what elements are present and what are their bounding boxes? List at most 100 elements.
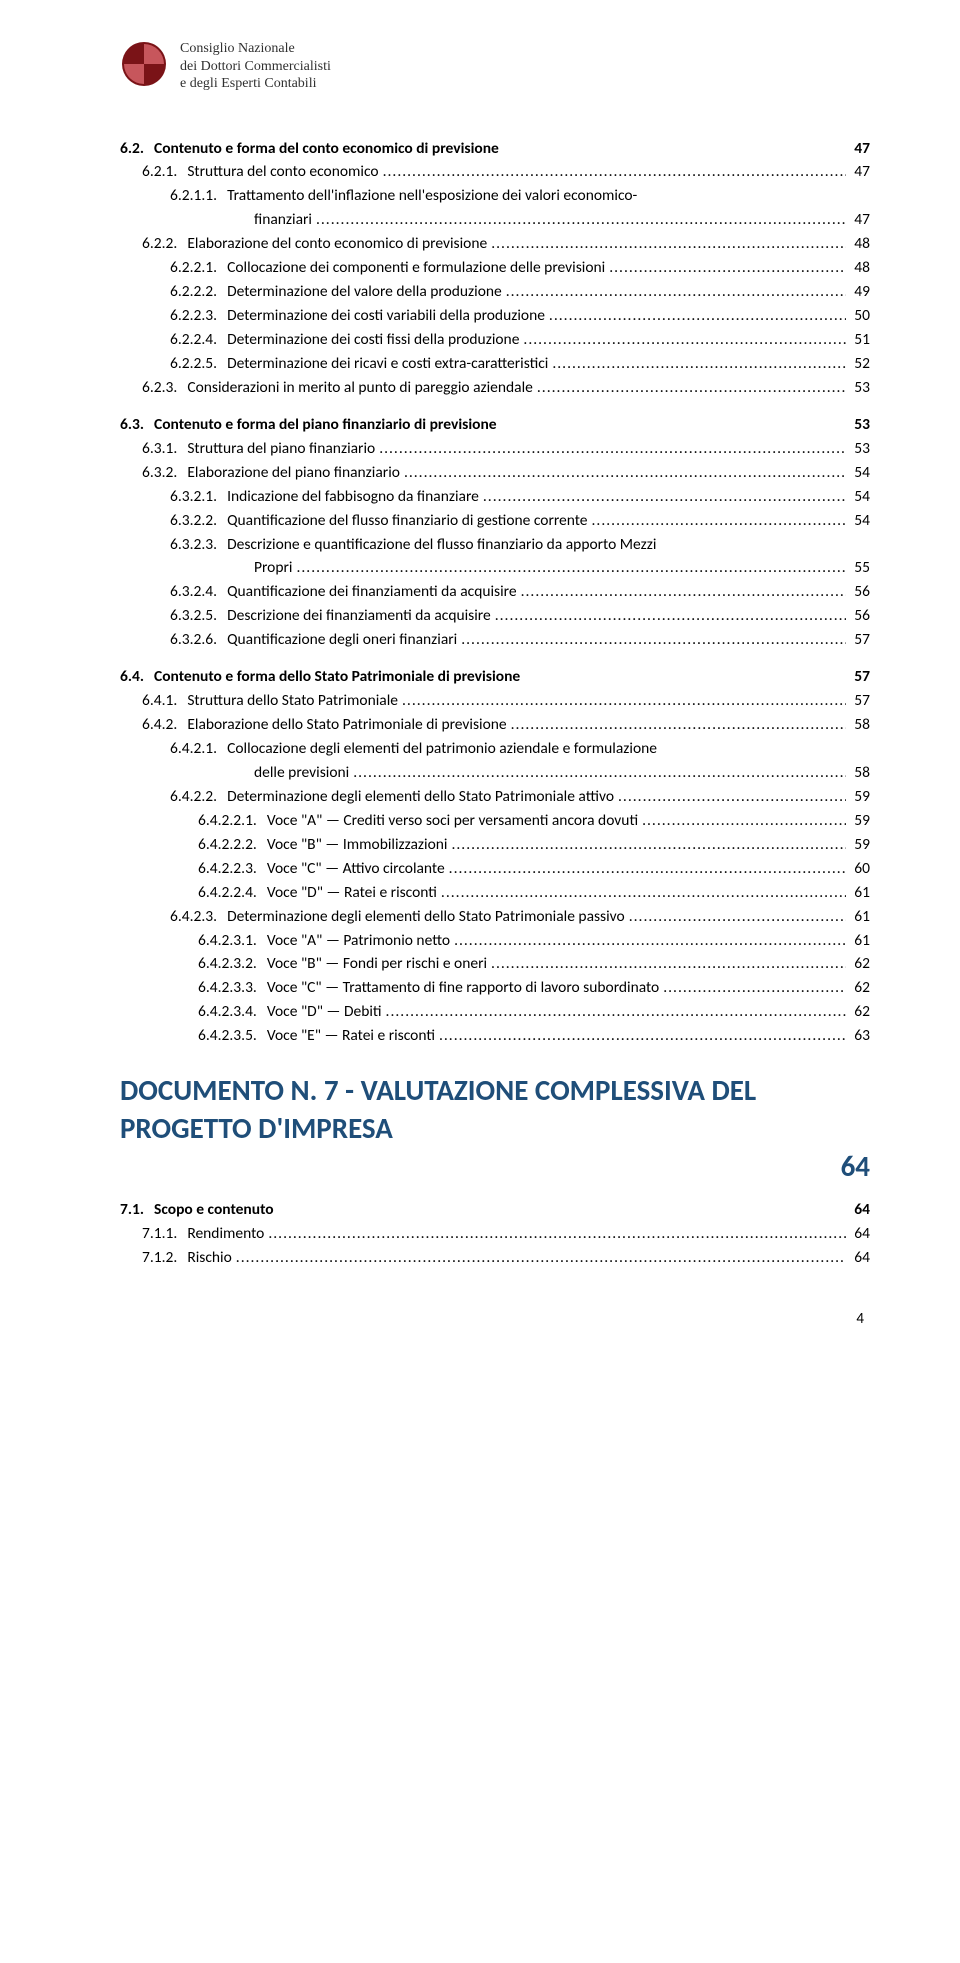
org-name: Consiglio Nazionale dei Dottori Commerci… [180,40,331,93]
toc-label: delle previsioni [254,762,349,785]
toc-leader [437,882,846,905]
toc-entry: 6.3.2.5.Descrizione dei finanziamenti da… [120,605,870,628]
toc-entry: 6.4.2.2.2.Voce "B" — Immobilizzazioni 59 [120,834,870,857]
toc-entry: 6.4.2.3.5.Voce "E" — Ratei e risconti63 [120,1025,870,1048]
toc-page: 51 [846,329,870,352]
toc-number: 6.4.2.3.2. [198,953,267,976]
toc-leader [379,161,846,184]
toc-page: 61 [846,906,870,929]
toc-entry: 6.4.2.2.4.Voce "D" — Ratei e risconti61 [120,882,870,905]
toc-page: 57 [846,629,870,652]
toc-page: 64 [846,1247,870,1270]
toc-entry-continuation: Propri55 [120,557,870,580]
toc-entry: 6.2.2.5.Determinazione dei ricavi e cost… [120,353,870,376]
toc-page: 53 [846,414,870,437]
toc-label: Struttura del piano finanziario [187,438,375,461]
toc-page: 62 [846,953,870,976]
page-number: 4 [120,1310,870,1328]
toc-page: 61 [846,882,870,905]
toc-label: Contenuto e forma del conto economico di… [154,138,499,161]
toc-number: 6.2.2.3. [170,305,227,328]
toc-label: Rischio [187,1247,231,1270]
toc-label: Scopo e contenuto [154,1199,274,1222]
toc-label: Collocazione degli elementi del patrimon… [227,738,870,761]
toc-label: Voce "A" — Patrimonio netto [267,930,450,953]
toc-label: Contenuto e forma del piano finanziario … [154,414,497,437]
toc-number: 6.4.2.1. [170,738,227,761]
toc-number: 6.2.2. [142,233,187,256]
section-heading: DOCUMENTO N. 7 - VALUTAZIONE COMPLESSIVA… [120,1072,870,1185]
toc-entry: 6.2.2.Elaborazione del conto economico d… [120,233,870,256]
toc-entry: 6.3.1.Struttura del piano finanziario53 [120,438,870,461]
toc-number: 6.4.2.2.2. [198,834,267,857]
toc-entry: 6.3.2.1.Indicazione del fabbisogno da fi… [120,486,870,509]
document-page: Consiglio Nazionale dei Dottori Commerci… [0,0,960,1358]
toc-number: 6.3.2.3. [170,534,227,557]
toc-leader [435,1025,846,1048]
toc-leader [533,377,846,400]
toc-entry: 6.4.2.2.3.Voce "C" — Attivo circolante60 [120,858,870,881]
toc-page: 57 [846,690,870,713]
toc-entry: 6.4.Contenuto e forma dello Stato Patrim… [120,666,870,689]
header-bar: Consiglio Nazionale dei Dottori Commerci… [120,40,870,93]
toc-leader [400,462,846,485]
toc-leader [349,762,846,785]
toc-label: finanziari [254,209,312,232]
toc-page: 53 [846,377,870,400]
toc-page: 59 [846,834,870,857]
toc-page: 54 [846,510,870,533]
toc-entry: 6.4.1.Struttura dello Stato Patrimoniale… [120,690,870,713]
toc-entry: 6.2.2.3.Determinazione dei costi variabi… [120,305,870,328]
toc-page: 48 [846,233,870,256]
toc-label: Quantificazione del flusso finanziario d… [227,510,587,533]
toc-number: 6.2.2.4. [170,329,227,352]
toc-label: Voce "C" — Trattamento di fine rapporto … [267,977,659,1000]
org-line-3: e degli Esperti Contabili [180,75,331,93]
toc-number: 6.4.1. [142,690,187,713]
toc-page: 58 [846,714,870,737]
toc-number: 6.4.2.2.4. [198,882,267,905]
toc-page: 47 [846,161,870,184]
toc-entry: 6.2.2.2.Determinazione del valore della … [120,281,870,304]
toc-label: Voce "B" — Immobilizzazioni [267,834,448,857]
toc-number: 6.2.2.1. [170,257,227,280]
toc-label: Descrizione dei finanziamenti da acquisi… [227,605,491,628]
toc-leader [398,690,846,713]
toc-number: 6.4.2.3.4. [198,1001,267,1024]
toc-entry: 6.4.2.2.Determinazione degli elementi de… [120,786,870,809]
toc-number: 6.3.1. [142,438,187,461]
toc-page: 55 [846,557,870,580]
section-heading-page: 64 [841,1148,870,1186]
toc-page: 62 [846,977,870,1000]
toc-leader [588,510,847,533]
toc-number: 7.1.1. [142,1223,187,1246]
org-logo [120,40,168,88]
toc-number: 6.3.2.2. [170,510,227,533]
toc-leader [519,329,846,352]
toc-page: 57 [846,666,870,689]
toc-entry-continuation: delle previsioni58 [120,762,870,785]
toc-entry: 7.1.1.Rendimento 64 [120,1223,870,1246]
toc-page: 47 [846,138,870,161]
toc-entry: 6.4.2.2.1.Voce "A" — Crediti verso soci … [120,810,870,833]
toc-entry: 6.4.2.Elaborazione dello Stato Patrimoni… [120,714,870,737]
toc-page: 47 [846,209,870,232]
toc-label: Elaborazione del conto economico di prev… [187,233,487,256]
toc-number: 6.3.2.6. [170,629,227,652]
toc-label: Indicazione del fabbisogno da finanziare [227,486,479,509]
toc-leader [548,353,846,376]
toc-entry: 6.3.2.3.Descrizione e quantificazione de… [120,534,870,557]
toc-label: Voce "B" — Fondi per rischi e oneri [267,953,487,976]
toc-leader [491,605,846,628]
toc-label: Considerazioni in merito al punto di par… [187,377,533,400]
toc-label: Rendimento [187,1223,264,1246]
toc-entry: 6.4.2.1.Collocazione degli elementi del … [120,738,870,761]
toc-number: 6.4.2.2. [170,786,227,809]
toc-entry: 6.2.1.Struttura del conto economico47 [120,161,870,184]
toc-page: 64 [846,1199,870,1222]
toc-label: Voce "D" — Debiti [267,1001,382,1024]
toc-page: 64 [846,1223,870,1246]
toc-page: 59 [846,810,870,833]
toc-number: 6.3.2.1. [170,486,227,509]
toc-label: Trattamento dell'inflazione nell'esposiz… [227,185,870,208]
